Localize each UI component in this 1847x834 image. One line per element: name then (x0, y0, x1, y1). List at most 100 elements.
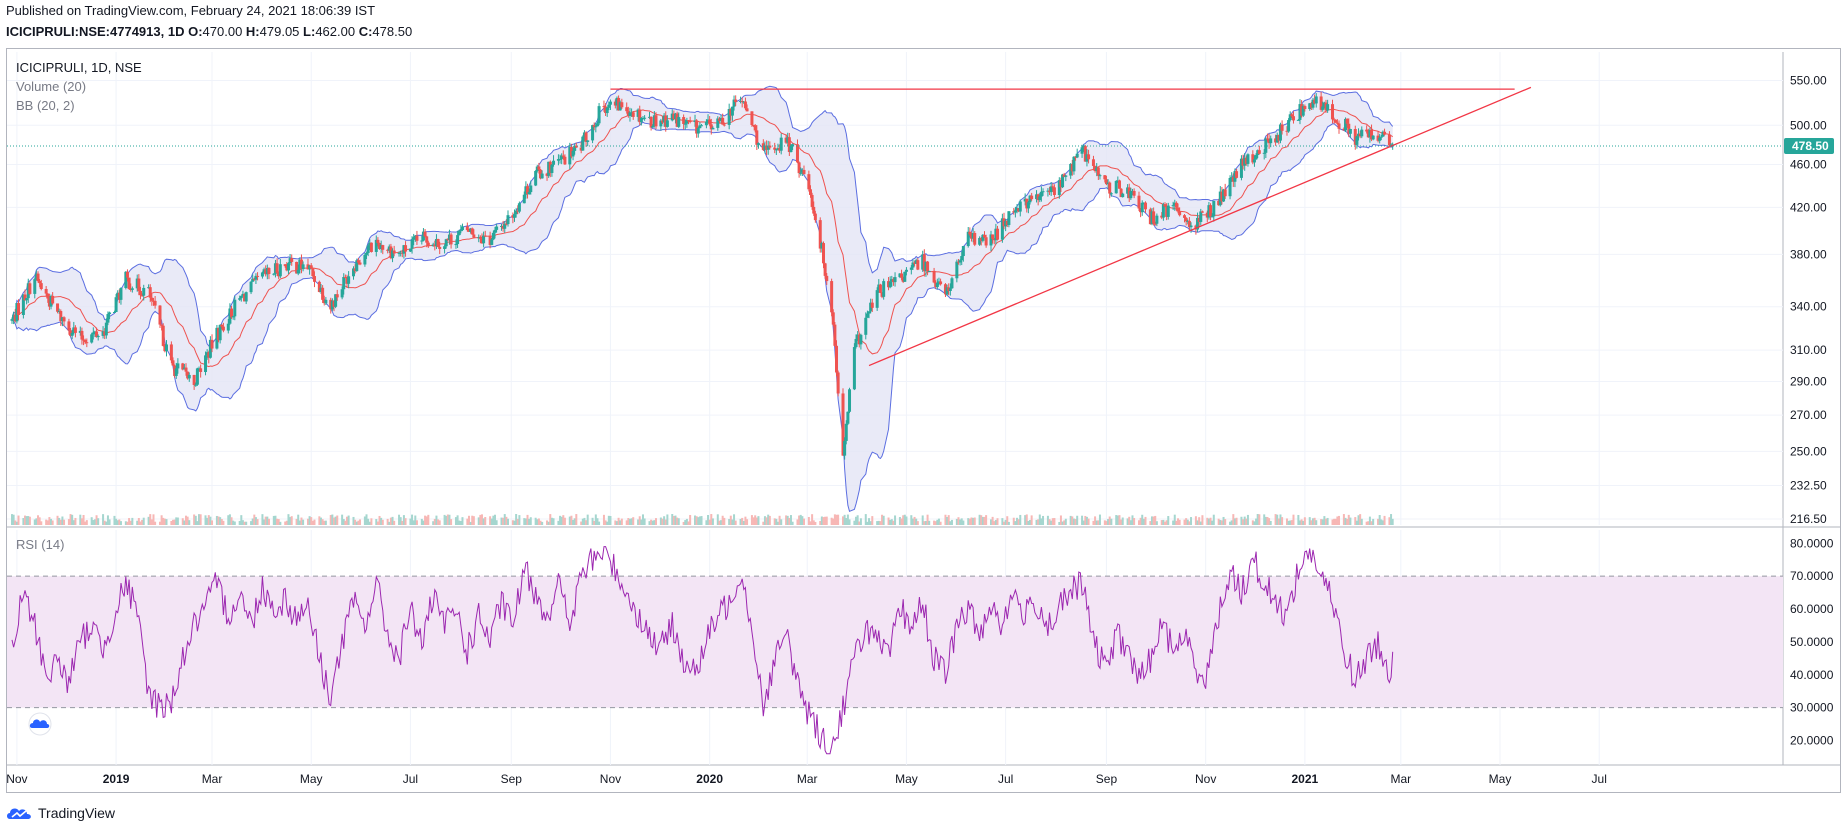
volume-bar (939, 521, 942, 525)
candle-body (1059, 180, 1063, 188)
candle-body (571, 150, 575, 157)
volume-bar (557, 520, 560, 525)
volume-bar (355, 521, 358, 525)
volume-bar (807, 516, 810, 525)
volume-bar (604, 520, 607, 525)
candle-body (1150, 211, 1154, 225)
volume-bar (256, 519, 259, 525)
candle-body (410, 239, 414, 249)
candle-body (1217, 200, 1221, 206)
candle-body (973, 232, 977, 245)
time-tick-label: Sep (1096, 772, 1118, 786)
candle-body (273, 263, 277, 274)
candle-body (573, 145, 577, 151)
rsi-tick-label: 40.0000 (1790, 668, 1834, 682)
candle-body (1174, 202, 1178, 208)
candle-body (311, 268, 315, 277)
volume-bar (607, 515, 610, 525)
volume-bar (845, 518, 848, 525)
tradingview-logo[interactable]: TradingView (6, 805, 115, 821)
price-tick-label: 250.00 (1790, 444, 1827, 458)
candle-body (870, 302, 874, 308)
volume-bar (1071, 516, 1074, 525)
candle-body (1075, 153, 1079, 158)
volume-bar (398, 514, 401, 525)
candle-body (865, 313, 869, 318)
candle-body (352, 268, 356, 277)
volume-bar (129, 520, 132, 525)
candle-body (875, 290, 879, 308)
legend-volume: Volume (20) (16, 79, 87, 94)
candle-body (548, 161, 552, 174)
volume-bar (1126, 518, 1129, 525)
candle-body (859, 334, 863, 345)
volume-bar (1040, 518, 1043, 525)
candle-body (33, 279, 37, 294)
candle-body (104, 322, 108, 336)
candle-body (459, 230, 463, 232)
candle-body (147, 287, 151, 289)
volume-bar (173, 519, 176, 525)
volume-bar (1333, 518, 1336, 525)
volume-bar (926, 514, 929, 525)
candle-body (187, 374, 191, 379)
candle-body (1013, 210, 1017, 213)
candle-body (408, 248, 412, 252)
volume-bar (79, 514, 82, 525)
candle-body (208, 339, 212, 358)
volume-bar (290, 516, 293, 525)
volume-bar (375, 518, 378, 525)
volume-bar (332, 517, 335, 525)
volume-bar (1165, 520, 1168, 525)
candle-body (513, 214, 517, 218)
candle-body (1241, 158, 1245, 166)
volume-bar (313, 519, 316, 525)
volume-bar (528, 518, 531, 525)
candle-body (184, 367, 188, 372)
volume-bar (74, 517, 77, 525)
volume-bar (279, 521, 282, 525)
candle-body (239, 295, 243, 299)
volume-bar (411, 514, 414, 525)
volume-bar (346, 516, 349, 525)
candle-body (490, 239, 494, 245)
candle-body (514, 210, 518, 215)
volume-bar (1076, 515, 1079, 525)
volume-bar (609, 516, 612, 525)
volume-bar (1108, 516, 1111, 525)
volume-bar (1258, 514, 1261, 525)
candle-body (1251, 154, 1255, 163)
candle-body (1210, 216, 1214, 218)
candle-body (345, 277, 349, 284)
candle-body (503, 223, 507, 229)
watermark-cloud (29, 719, 50, 728)
time-tick-label: Nov (6, 772, 27, 786)
volume-bar (24, 515, 27, 525)
volume-bar (1001, 518, 1004, 525)
volume-bar (796, 519, 799, 525)
candle-body (1358, 133, 1362, 137)
candle-body (1000, 218, 1004, 240)
candle-body (119, 287, 123, 300)
candle-body (700, 125, 704, 127)
candle-body (376, 239, 380, 243)
candle-body (597, 106, 601, 124)
volume-bar (661, 518, 664, 525)
candle-body (1108, 182, 1112, 194)
volume-bar (477, 517, 480, 525)
volume-bar (193, 514, 196, 525)
candle-body (898, 273, 902, 278)
volume-bar (689, 514, 692, 525)
last-price-label: 478.50 (1792, 139, 1829, 153)
volume-bar (119, 521, 122, 525)
volume-bar (433, 518, 436, 525)
candle-body (643, 117, 647, 119)
time-tick-label: 2019 (103, 772, 130, 786)
volume-bar (672, 516, 675, 525)
candle-body (299, 259, 303, 270)
volume-bar (876, 521, 879, 525)
volume-bar (563, 517, 566, 525)
candle-body (916, 260, 920, 270)
volume-bar (1107, 518, 1110, 525)
